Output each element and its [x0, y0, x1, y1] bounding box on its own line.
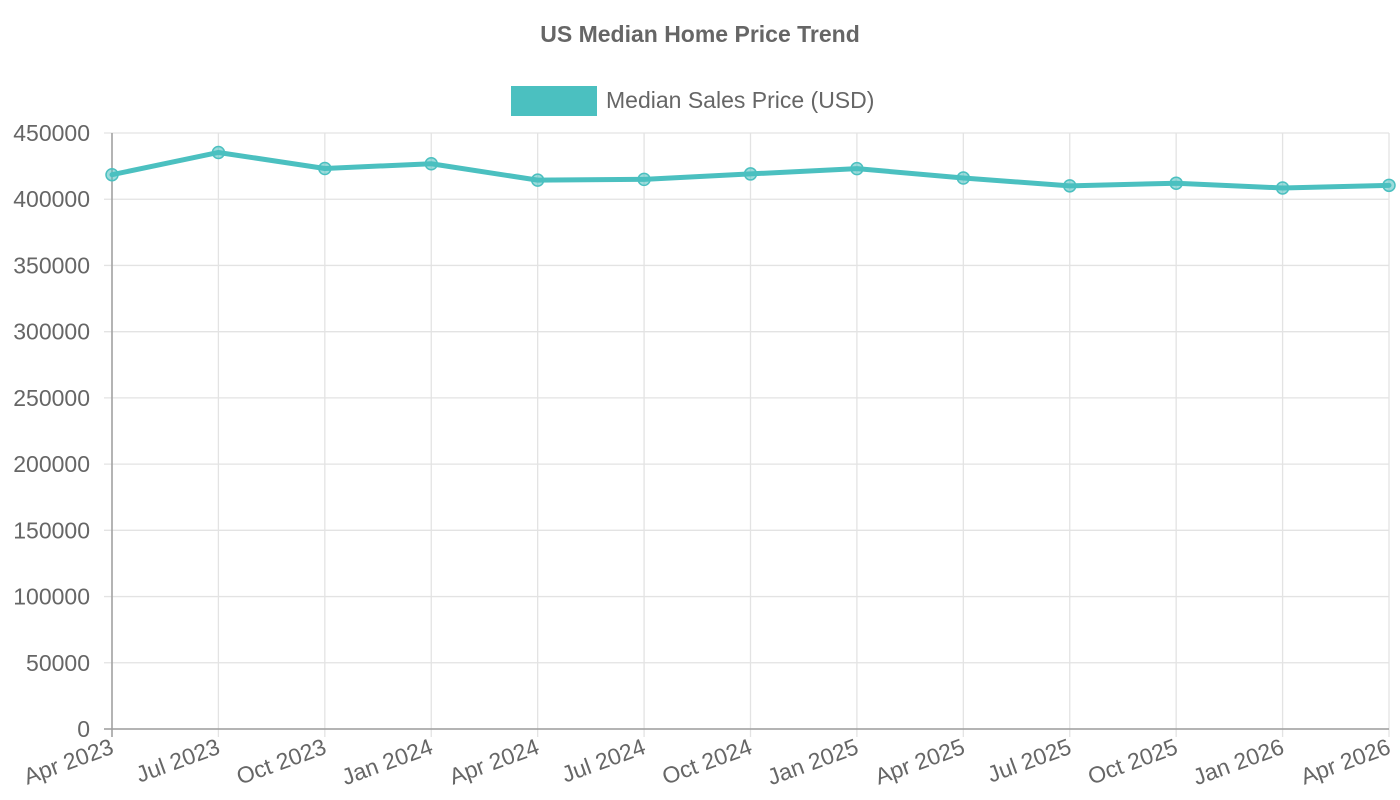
y-axis-tick-labels: 0 50000 100000 150000 200000 250000 300000 3500…	[13, 120, 90, 742]
data-point[interactable]	[105, 167, 119, 182]
data-point[interactable]	[743, 167, 758, 181]
x-tick-label: Oct 2025	[1084, 733, 1181, 789]
y-tick-label: 300000	[13, 319, 90, 345]
y-gridlines	[104, 132, 1389, 730]
x-tick-label: Jan 2025	[764, 733, 862, 790]
chart-title: US Median Home Price Trend	[540, 21, 860, 47]
data-point[interactable]	[530, 173, 545, 187]
data-point[interactable]	[1169, 176, 1183, 190]
y-tick-label: 200000	[13, 451, 90, 477]
data-point[interactable]	[1063, 179, 1077, 193]
y-tick-label: 400000	[13, 186, 90, 212]
y-tick-label: 450000	[13, 120, 90, 146]
y-tick-label: 100000	[13, 584, 90, 610]
x-tick-label: Oct 2023	[233, 733, 330, 789]
x-tick-label: Oct 2024	[659, 733, 756, 789]
data-point[interactable]	[318, 161, 332, 176]
x-axis-tick-labels: Apr 2023 Jul 2023 Oct 2023 Jan 2024 Apr 2024…	[20, 733, 1394, 790]
x-tick-label: Apr 2025	[871, 733, 968, 789]
data-point[interactable]	[956, 171, 971, 185]
y-tick-label: 250000	[13, 385, 90, 411]
legend[interactable]: Median Sales Price (USD)	[511, 86, 874, 116]
series-median-sales-price	[105, 145, 1396, 195]
data-point[interactable]	[1382, 178, 1396, 193]
x-tick-label: Jan 2026	[1189, 733, 1287, 790]
x-tick-label: Jul 2025	[984, 733, 1075, 787]
axes	[104, 133, 1389, 737]
x-tick-label: Jan 2024	[338, 733, 436, 790]
legend-swatch[interactable]	[511, 86, 597, 116]
x-gridlines	[111, 133, 1390, 737]
data-point[interactable]	[850, 161, 864, 176]
x-tick-label: Apr 2026	[1297, 733, 1394, 789]
data-point[interactable]	[637, 172, 651, 187]
x-tick-label: Jul 2023	[133, 733, 224, 787]
x-tick-label: Apr 2023	[20, 733, 117, 789]
y-tick-label: 350000	[13, 252, 90, 278]
y-tick-label: 50000	[26, 650, 90, 676]
x-tick-label: Jul 2024	[558, 733, 649, 787]
x-tick-label: Apr 2024	[446, 733, 543, 789]
legend-label[interactable]: Median Sales Price (USD)	[606, 87, 874, 113]
y-tick-label: 0	[77, 716, 90, 742]
data-point[interactable]	[211, 145, 226, 160]
data-point[interactable]	[1275, 181, 1290, 195]
y-tick-label: 150000	[13, 517, 90, 543]
data-point[interactable]	[424, 156, 438, 171]
